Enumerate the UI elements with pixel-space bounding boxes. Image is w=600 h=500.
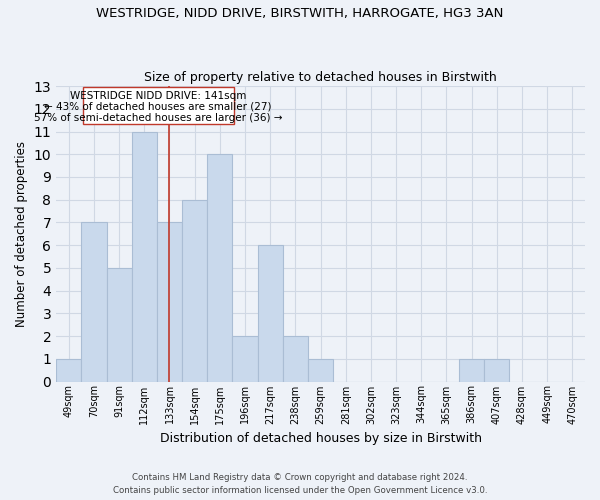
Bar: [132, 132, 157, 382]
Bar: [56, 359, 82, 382]
Bar: [308, 359, 333, 382]
Bar: [232, 336, 257, 382]
Text: WESTRIDGE, NIDD DRIVE, BIRSTWITH, HARROGATE, HG3 3AN: WESTRIDGE, NIDD DRIVE, BIRSTWITH, HARROG…: [97, 8, 503, 20]
Bar: [484, 359, 509, 382]
Bar: [283, 336, 308, 382]
X-axis label: Distribution of detached houses by size in Birstwith: Distribution of detached houses by size …: [160, 432, 482, 445]
Title: Size of property relative to detached houses in Birstwith: Size of property relative to detached ho…: [144, 70, 497, 84]
Text: 57% of semi-detached houses are larger (36) →: 57% of semi-detached houses are larger (…: [34, 113, 283, 123]
Text: Contains HM Land Registry data © Crown copyright and database right 2024.
Contai: Contains HM Land Registry data © Crown c…: [113, 474, 487, 495]
Bar: [182, 200, 207, 382]
Text: WESTRIDGE NIDD DRIVE: 141sqm: WESTRIDGE NIDD DRIVE: 141sqm: [70, 91, 247, 101]
Bar: [107, 268, 132, 382]
Bar: [459, 359, 484, 382]
Bar: [257, 245, 283, 382]
Text: ← 43% of detached houses are smaller (27): ← 43% of detached houses are smaller (27…: [44, 102, 272, 112]
Bar: [207, 154, 232, 382]
Y-axis label: Number of detached properties: Number of detached properties: [15, 141, 28, 327]
FancyBboxPatch shape: [83, 86, 234, 124]
Bar: [82, 222, 107, 382]
Bar: [157, 222, 182, 382]
